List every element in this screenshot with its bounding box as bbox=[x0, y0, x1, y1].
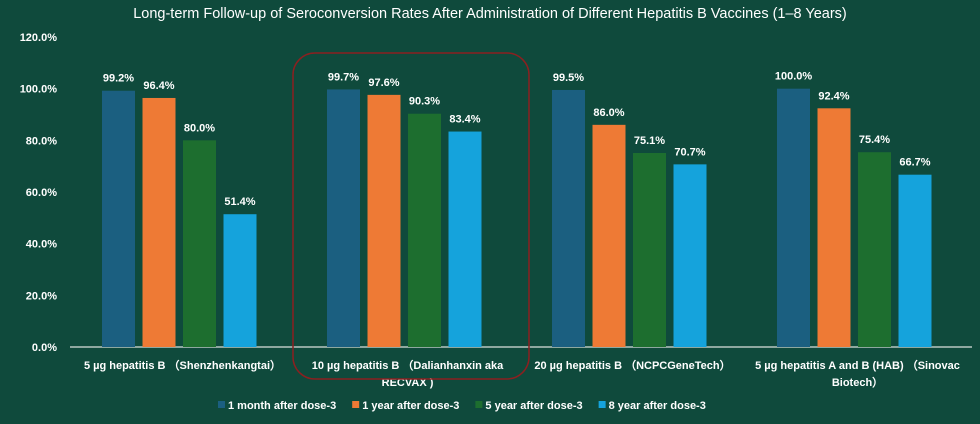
data-label: 97.6% bbox=[368, 77, 399, 89]
bar-3-1 bbox=[817, 108, 851, 347]
x-tick-label: Biotech） bbox=[832, 376, 883, 389]
y-tick-label: 120.0% bbox=[20, 32, 58, 44]
legend-swatch bbox=[352, 401, 360, 408]
data-label: 51.4% bbox=[224, 196, 255, 208]
y-tick-label: 60.0% bbox=[26, 187, 57, 199]
bar-0-1 bbox=[142, 97, 176, 347]
chart-title: Long-term Follow-up of Seroconversion Ra… bbox=[133, 6, 847, 22]
x-tick-label: 20 µg hepatitis B （NCPCGeneTech） bbox=[534, 359, 730, 372]
bar-3-0 bbox=[777, 88, 810, 348]
bar-0-3 bbox=[223, 214, 257, 347]
legend-label: 8 year after dose-3 bbox=[609, 400, 706, 412]
bar-2-1 bbox=[592, 124, 626, 347]
bar-0-2 bbox=[183, 140, 216, 347]
y-tick-label: 20.0% bbox=[26, 290, 57, 302]
data-label: 90.3% bbox=[409, 96, 440, 108]
legend-swatch bbox=[218, 401, 225, 408]
data-label: 92.4% bbox=[818, 90, 849, 102]
data-label: 86.0% bbox=[593, 107, 624, 119]
data-label: 99.5% bbox=[553, 72, 584, 84]
y-tick-label: 40.0% bbox=[26, 239, 57, 251]
bar-2-2 bbox=[633, 152, 666, 347]
bar-2-0 bbox=[552, 89, 585, 347]
legend-label: 1 year after dose-3 bbox=[362, 400, 459, 412]
data-label: 83.4% bbox=[449, 114, 480, 126]
legend-swatch bbox=[475, 401, 483, 408]
data-label: 99.7% bbox=[328, 71, 359, 83]
bar-0-0 bbox=[102, 90, 135, 347]
x-tick-label: 10 µg hepatitis B （Dalianhanxin aka bbox=[312, 359, 504, 372]
bar-3-2 bbox=[858, 152, 891, 347]
highlight-box bbox=[292, 52, 530, 380]
bar-1-0 bbox=[327, 89, 360, 348]
bar-1-1 bbox=[367, 94, 401, 347]
data-label: 100.0% bbox=[775, 71, 813, 83]
legend-swatch bbox=[598, 401, 606, 408]
data-label: 70.7% bbox=[674, 146, 705, 158]
data-label: 66.7% bbox=[899, 157, 930, 169]
data-label: 75.4% bbox=[859, 134, 890, 146]
bar-1-3 bbox=[448, 131, 482, 347]
data-label: 99.2% bbox=[103, 73, 134, 85]
x-tick-label: RECVAX ) bbox=[382, 377, 434, 389]
bar-3-3 bbox=[898, 174, 932, 347]
data-label: 96.4% bbox=[143, 80, 174, 92]
bar-1-2 bbox=[408, 113, 441, 347]
y-tick-label: 100.0% bbox=[20, 84, 58, 96]
y-tick-label: 80.0% bbox=[26, 135, 57, 147]
x-tick-label: 5 µg hepatitis A and B (HAB) （Sinovac bbox=[755, 359, 960, 372]
x-tick-label: 5 µg hepatitis B （Shenzhenkangtai） bbox=[84, 359, 281, 372]
bar-2-3 bbox=[673, 164, 707, 347]
y-tick-label: 0.0% bbox=[32, 342, 57, 354]
data-label: 80.0% bbox=[184, 122, 215, 134]
legend-label: 1 month after dose-3 bbox=[228, 400, 336, 412]
legend-label: 5 year after dose-3 bbox=[485, 400, 582, 412]
data-label: 75.1% bbox=[634, 135, 665, 147]
